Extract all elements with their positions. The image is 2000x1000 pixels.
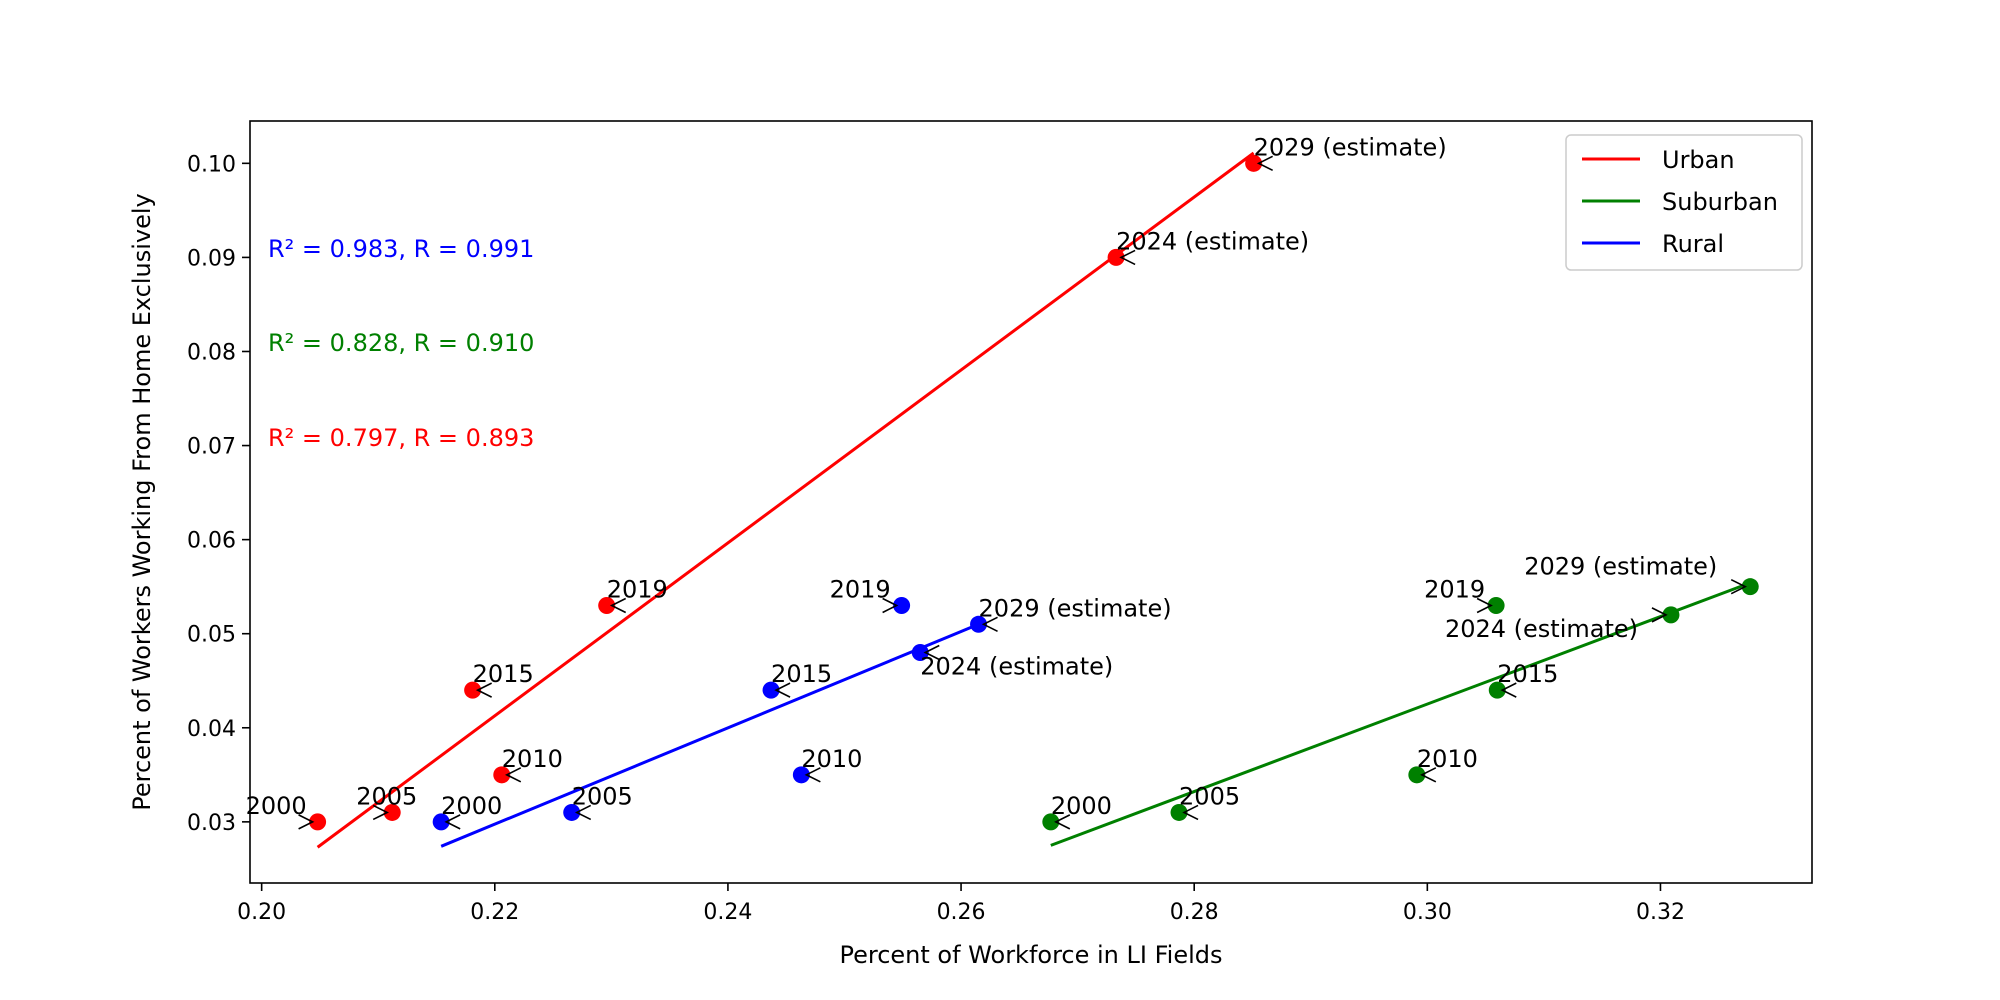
annotation-arrow-icon (504, 767, 522, 783)
annotation-arrow-icon (923, 644, 940, 661)
suburban-point-label: 2015 (1497, 660, 1558, 688)
suburban-fit-line (1050, 581, 1751, 847)
urban-point-2000 (309, 813, 327, 831)
annotation-arrow-icon (574, 804, 592, 821)
suburban-point-2005 (1170, 803, 1188, 821)
annotation-arrow-icon (1182, 804, 1199, 821)
legend-label-urban: Urban (1662, 146, 1735, 174)
annotation-arrow-icon (1476, 597, 1493, 614)
x-tick-label: 0.26 (937, 900, 986, 925)
annotation-arrow-icon (475, 682, 493, 698)
urban-point-2024-estimate (1107, 248, 1125, 266)
suburban-point-label: 2010 (1417, 745, 1478, 773)
rural-point-label: 2010 (801, 745, 862, 773)
annotation-arrow-icon (1119, 249, 1136, 266)
suburban-regression-stat: R² = 0.828, R = 0.910 (268, 329, 534, 357)
suburban-point-2015 (1488, 681, 1506, 699)
y-tick-label: 0.04 (187, 717, 236, 742)
legend-box (1565, 134, 1803, 271)
regression-stats: R² = 0.797, R = 0.893 R² = 0.828, R = 0.9… (268, 235, 534, 452)
rural-point-label: 2024 (estimate) (920, 653, 1113, 681)
y-tick-label: 0.07 (187, 435, 236, 460)
rural-regression-stat: R² = 0.983, R = 0.991 (268, 235, 534, 263)
urban-point-2019 (598, 596, 616, 614)
y-tick-label: 0.06 (187, 529, 236, 554)
urban-point-2005 (383, 803, 401, 821)
y-tick-label: 0.08 (187, 340, 236, 365)
y-axis-label: Percent of Workers Working From Home Exc… (128, 193, 156, 811)
annotation-arrow-icon (1420, 767, 1437, 783)
urban-point-2010 (493, 766, 511, 784)
urban-point-label: 2019 (607, 575, 668, 603)
annotation-arrow-icon (444, 814, 461, 830)
x-tick-label: 0.28 (1170, 900, 1219, 925)
rural-point-label: 2000 (441, 792, 502, 820)
rural-point-label: 2015 (771, 660, 832, 688)
rural-point-2029-estimate (970, 615, 988, 633)
urban-point-label: 2024 (estimate) (1116, 227, 1309, 255)
x-tick-label: 0.32 (1636, 900, 1685, 925)
rural-point-2010 (792, 766, 810, 784)
legend-label-suburban: Suburban (1662, 188, 1778, 216)
annotation-arrow-icon (298, 814, 315, 830)
y-axis-ticks: 0.03 0.04 0.05 0.06 0.07 0.08 0.09 0.10 (187, 152, 250, 836)
plot-area-frame (249, 120, 1813, 884)
x-axis-ticks: 0.20 0.22 0.24 0.26 0.28 0.30 0.32 (237, 883, 1685, 925)
annotation-arrow-icon (774, 682, 791, 698)
x-axis-label: Percent of Workforce in LI Fields (839, 941, 1222, 969)
y-tick-label: 0.05 (187, 623, 236, 648)
urban-point-label: 2029 (estimate) (1254, 133, 1447, 161)
rural-point-2015 (762, 681, 780, 699)
data-points (309, 154, 1759, 831)
annotation-arrow-icon (1730, 578, 1748, 595)
annotation-arrow-icon (1256, 155, 1273, 172)
annotation-arrow-icon (609, 597, 627, 614)
annotation-arrow-icon (981, 616, 998, 633)
annotation-arrow-icon (372, 804, 390, 821)
legend: Urban Suburban Rural (1565, 134, 1803, 271)
urban-point-2015 (464, 681, 482, 699)
x-tick-label: 0.20 (237, 900, 286, 925)
rural-point-label: 2029 (estimate) (979, 594, 1172, 622)
regression-lines (316, 151, 1751, 849)
urban-point-2029-estimate (1245, 154, 1263, 172)
rural-point-label: 2019 (830, 575, 891, 603)
legend-label-rural: Rural (1662, 230, 1724, 258)
rural-point-2024-estimate (911, 644, 929, 662)
y-tick-label: 0.03 (187, 811, 236, 836)
suburban-point-2024-estimate (1662, 606, 1680, 624)
x-tick-label: 0.22 (470, 900, 519, 925)
x-tick-label: 0.30 (1403, 900, 1452, 925)
urban-fit-line (316, 151, 1255, 849)
suburban-point-2029-estimate (1741, 578, 1759, 596)
rural-point-2000 (432, 813, 450, 831)
suburban-point-label: 2000 (1051, 792, 1112, 820)
urban-regression-stat: R² = 0.797, R = 0.893 (268, 424, 534, 452)
annotation-arrow-icon (1651, 607, 1668, 623)
y-tick-label: 0.09 (187, 246, 236, 271)
suburban-point-2010 (1408, 766, 1426, 784)
rural-point-label: 2005 (572, 782, 633, 810)
x-tick-label: 0.24 (703, 900, 752, 925)
urban-point-label: 2005 (356, 782, 417, 810)
annotation-arrow-icon (1054, 814, 1071, 830)
rural-point-2019 (893, 596, 911, 614)
suburban-point-2019 (1487, 596, 1505, 614)
rural-point-2005 (563, 803, 581, 821)
urban-point-label: 2010 (502, 745, 563, 773)
data-point-labels: 2000 2005 2010 2015 2019 2024 (estimate) 2029 … (246, 133, 1748, 830)
annotation-arrow-icon (882, 597, 899, 614)
annotation-arrow-icon (804, 767, 821, 783)
annotation-arrow-icon (1500, 682, 1517, 698)
urban-point-label: 2015 (473, 660, 534, 688)
suburban-point-2000 (1042, 813, 1060, 831)
suburban-point-label: 2024 (estimate) (1445, 615, 1638, 643)
suburban-point-label: 2019 (1424, 575, 1485, 603)
rural-fit-line (440, 622, 980, 848)
urban-point-label: 2000 (246, 792, 307, 820)
y-tick-label: 0.10 (187, 152, 236, 177)
suburban-point-label: 2005 (1179, 782, 1240, 810)
suburban-point-label: 2029 (estimate) (1524, 553, 1717, 581)
